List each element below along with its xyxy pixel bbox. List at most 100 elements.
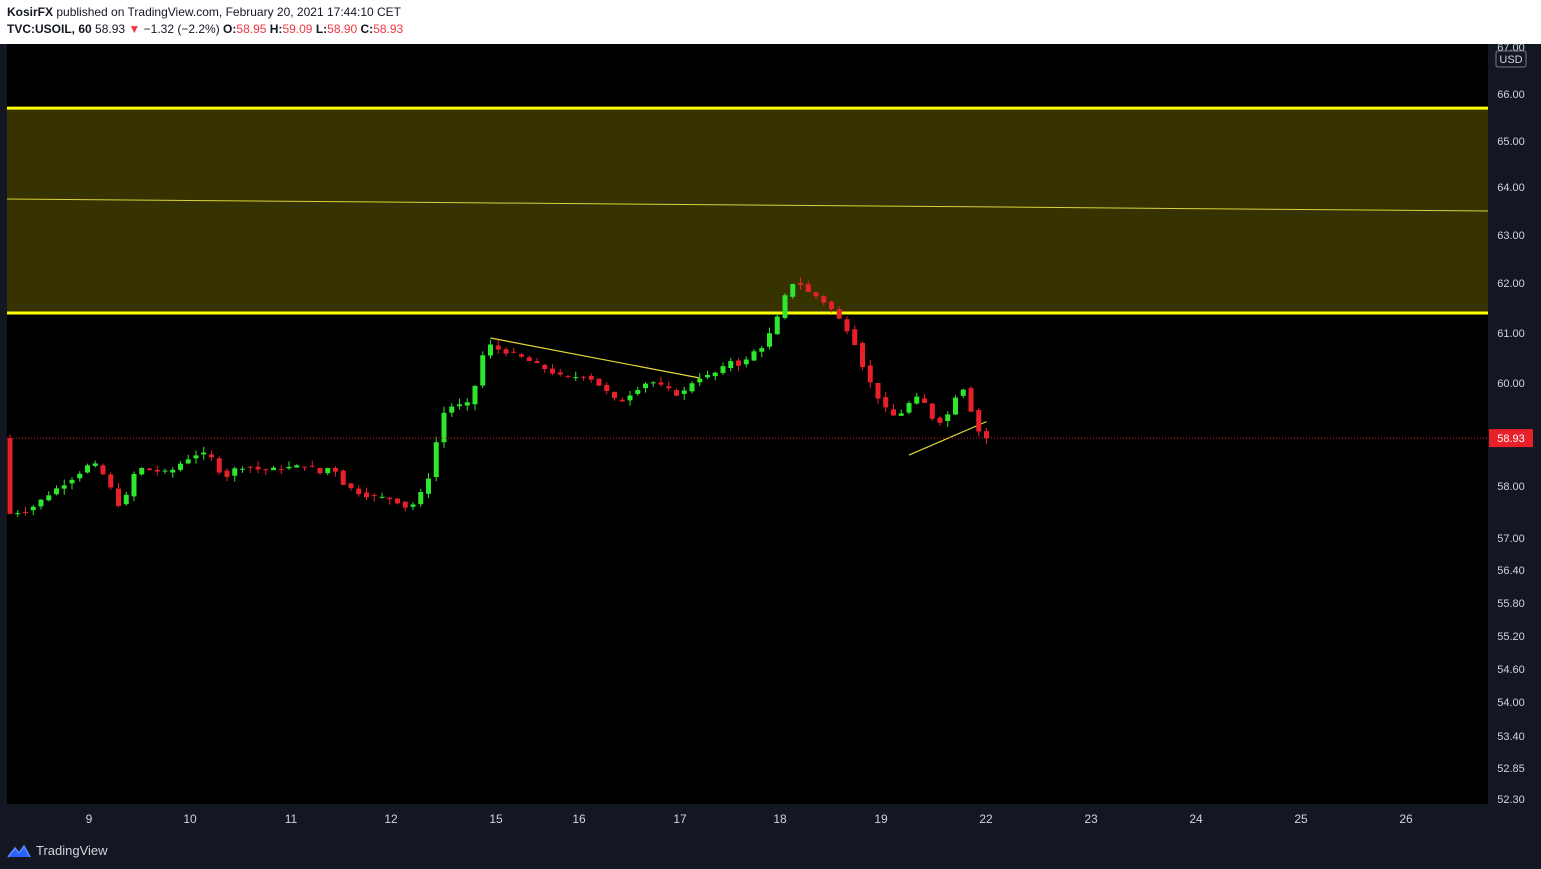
candle: [441, 406, 447, 448]
symbol-label[interactable]: TVC:USOIL, 60: [7, 22, 92, 36]
candle: [821, 294, 827, 306]
candle-body: [627, 395, 633, 401]
candle: [751, 349, 757, 362]
candle: [85, 463, 90, 474]
candle-body: [542, 364, 548, 370]
y-tick-label: 60.00: [1497, 378, 1525, 390]
candle: [464, 398, 470, 411]
candle: [976, 408, 982, 437]
candle: [503, 347, 509, 357]
x-tick-label: 10: [183, 812, 197, 826]
candle: [294, 464, 300, 468]
high-value: 59.09: [282, 22, 313, 36]
candle: [743, 356, 749, 368]
open-value: 58.95: [236, 22, 267, 36]
candle-body: [472, 385, 478, 405]
candle: [712, 371, 718, 381]
x-tick-label: 19: [874, 812, 888, 826]
candle-body: [418, 492, 424, 505]
candle: [224, 468, 230, 482]
candle-body: [573, 377, 579, 379]
candle: [945, 411, 951, 427]
candle: [108, 472, 114, 490]
candle: [131, 471, 137, 502]
candle: [209, 450, 214, 461]
candle: [15, 510, 21, 517]
candle-body: [247, 466, 253, 468]
candle-body: [100, 465, 106, 475]
y-tick-label: 54.00: [1497, 697, 1525, 709]
candle: [674, 388, 679, 397]
price-axis[interactable]: 67.00 66.00 65.00 64.00 63.00 62.00 61.00 60.00…: [1489, 44, 1533, 806]
candle-body: [162, 470, 168, 472]
candle-body: [333, 467, 338, 472]
candle-body: [216, 458, 222, 473]
candle-body: [364, 492, 369, 498]
candle: [426, 472, 431, 498]
candle: [844, 316, 850, 335]
candle-body: [790, 284, 796, 297]
candle: [511, 347, 517, 354]
y-tick-label: 63.00: [1497, 230, 1525, 242]
candle-body: [596, 378, 602, 386]
candle: [116, 482, 121, 508]
last-price-label: 58.93: [1497, 433, 1525, 445]
currency-label: USD: [1499, 54, 1522, 66]
candle-body: [658, 382, 664, 385]
close-label: C:: [360, 22, 374, 36]
price-chart[interactable]: 67.00 66.00 65.00 64.00 63.00 62.00 61.00 60.00…: [0, 44, 1541, 833]
candle: [325, 467, 331, 476]
candle: [650, 381, 656, 387]
x-tick-label: 9: [86, 812, 93, 826]
candle-body: [666, 386, 672, 389]
candle: [139, 467, 145, 476]
candle-body: [953, 397, 958, 415]
candle-body: [294, 465, 300, 468]
candle: [216, 456, 222, 475]
candle-body: [829, 301, 834, 309]
candle: [472, 385, 478, 411]
candle: [705, 370, 710, 380]
candle: [573, 371, 579, 381]
candle: [681, 386, 687, 400]
x-tick-label: 12: [384, 812, 398, 826]
price-change: −1.32 (−2.2%): [143, 22, 220, 36]
candle-body: [689, 383, 695, 392]
candle-body: [356, 488, 362, 495]
candle: [860, 341, 865, 370]
candle: [883, 391, 889, 412]
author-name[interactable]: KosirFX: [7, 5, 54, 19]
candle-body: [906, 403, 912, 413]
candle-body: [457, 404, 462, 407]
close-value: 58.93: [373, 22, 404, 36]
candle-body: [201, 452, 207, 455]
candle-body: [402, 501, 408, 508]
candle: [984, 427, 989, 444]
candle: [201, 446, 207, 460]
candle-body: [519, 354, 524, 357]
candle: [774, 313, 780, 335]
candle-body: [240, 468, 245, 470]
candle: [666, 381, 672, 391]
candle-body: [968, 388, 974, 412]
candle: [263, 468, 269, 476]
y-tick-label: 65.00: [1497, 136, 1525, 148]
candle-body: [309, 465, 315, 467]
candle-body: [193, 455, 199, 459]
candle-body: [767, 333, 772, 347]
x-tick-label: 18: [773, 812, 787, 826]
time-axis[interactable]: 9 10 11 12 15 16 17 18 19 22 23 24 25 26: [86, 812, 1413, 826]
candle: [333, 466, 338, 477]
candle: [30, 504, 36, 516]
candle-body: [534, 361, 540, 364]
candle: [526, 355, 532, 362]
candle: [557, 368, 563, 377]
candle: [836, 306, 842, 320]
candle: [92, 460, 98, 468]
candle-body: [23, 512, 28, 513]
candle: [790, 283, 796, 299]
candle-body: [674, 390, 679, 396]
candle-body: [170, 469, 176, 473]
candle-body: [224, 470, 230, 477]
tradingview-brand[interactable]: TradingView: [7, 843, 108, 858]
